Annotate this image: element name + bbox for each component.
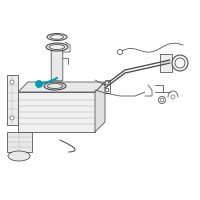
Polygon shape xyxy=(7,75,18,125)
Ellipse shape xyxy=(50,35,64,39)
Polygon shape xyxy=(160,54,172,72)
Circle shape xyxy=(118,49,122,54)
Polygon shape xyxy=(18,92,95,132)
Polygon shape xyxy=(7,132,32,152)
Circle shape xyxy=(10,116,14,120)
Ellipse shape xyxy=(50,45,64,49)
Circle shape xyxy=(160,98,164,102)
Polygon shape xyxy=(95,82,105,132)
Circle shape xyxy=(105,88,109,92)
Circle shape xyxy=(175,58,185,68)
Circle shape xyxy=(172,55,188,71)
Ellipse shape xyxy=(8,151,30,161)
Circle shape xyxy=(10,80,14,84)
Ellipse shape xyxy=(46,43,68,51)
Circle shape xyxy=(36,80,42,88)
FancyBboxPatch shape xyxy=(51,47,63,81)
Ellipse shape xyxy=(44,82,66,90)
Ellipse shape xyxy=(48,84,62,88)
Circle shape xyxy=(105,81,109,85)
Circle shape xyxy=(158,97,166,104)
Circle shape xyxy=(171,95,175,99)
Polygon shape xyxy=(18,82,105,92)
Ellipse shape xyxy=(47,33,67,40)
